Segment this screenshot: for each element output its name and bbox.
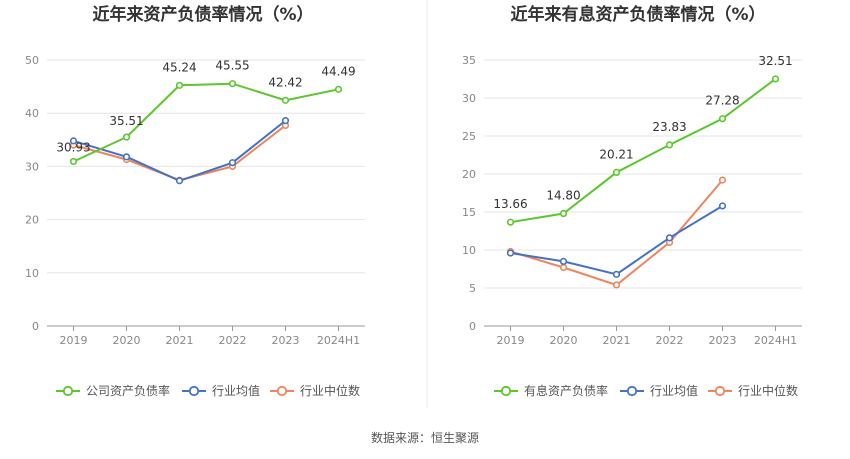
data-label: 14.80 <box>546 189 580 203</box>
data-label: 27.28 <box>705 94 739 108</box>
data-point <box>281 96 290 104</box>
data-point <box>612 270 621 278</box>
data-point <box>665 234 674 242</box>
legend-label: 行业均值 <box>212 383 260 398</box>
x-tick-label: 2024H1 <box>754 334 797 347</box>
legend-swatch-marker <box>62 385 74 397</box>
chart-debt-ratio: 近年来资产负债率情况（%） 0 10 20 30 40 50 2019 2020 2021 2022… <box>25 4 365 398</box>
series-line-2 <box>73 124 287 182</box>
data-point <box>69 157 78 166</box>
y-tick-label: 20 <box>25 214 39 227</box>
data-point <box>612 168 621 177</box>
x-tick-label: 2024H1 <box>317 334 360 347</box>
series-line-0 <box>73 82 339 163</box>
data-point <box>122 153 131 161</box>
data-point <box>718 176 727 184</box>
y-tick-label: 35 <box>462 54 476 67</box>
y-tick-label: 25 <box>462 130 476 143</box>
legend-swatch-marker <box>276 385 288 397</box>
series-line-2 <box>510 179 724 287</box>
y-tick-label: 30 <box>462 92 476 105</box>
data-point <box>228 159 237 167</box>
data-label: 44.49 <box>321 64 355 78</box>
x-tick-label: 2023 <box>272 334 300 347</box>
data-label: 32.51 <box>758 54 792 68</box>
data-point <box>559 257 568 266</box>
data-label: 45.55 <box>215 59 249 73</box>
x-tick-label: 2022 <box>656 334 684 347</box>
data-point <box>506 249 515 257</box>
x-tick-label: 2020 <box>550 334 578 347</box>
data-label: 23.83 <box>652 120 686 134</box>
data-point <box>122 133 131 141</box>
legend-label: 行业中位数 <box>738 383 798 398</box>
x-tick-label: 2020 <box>113 334 141 347</box>
y-tick-label: 40 <box>25 107 39 120</box>
data-label: 30.93 <box>56 140 90 154</box>
data-point <box>559 209 568 218</box>
legend-label: 行业均值 <box>650 383 698 398</box>
legend-swatch-marker <box>714 385 726 397</box>
y-tick-label: 10 <box>462 244 476 257</box>
y-tick-label: 30 <box>25 160 39 173</box>
data-label: 45.24 <box>162 60 196 74</box>
data-source: 数据来源：恒生聚源 <box>371 430 479 445</box>
legend-label: 公司资产负债率 <box>86 383 170 398</box>
data-point <box>718 115 727 123</box>
x-tick-label: 2021 <box>166 334 194 347</box>
data-point <box>69 137 78 145</box>
data-point <box>228 80 237 88</box>
data-label: 13.66 <box>493 197 527 211</box>
chart-title: 近年来资产负债率情况（%） <box>92 4 313 25</box>
legend-swatch-marker <box>500 385 512 397</box>
data-label: 35.51 <box>109 114 143 128</box>
y-tick-label: 15 <box>462 206 476 219</box>
data-point <box>334 85 343 93</box>
x-tick-label: 2019 <box>60 334 88 347</box>
data-point <box>612 281 621 289</box>
data-point <box>175 81 184 89</box>
y-tick-label: 10 <box>25 267 39 280</box>
y-tick-label: 20 <box>462 168 476 181</box>
data-label: 20.21 <box>599 147 633 161</box>
legend-label: 行业中位数 <box>300 383 360 398</box>
y-tick-label: 5 <box>469 282 476 295</box>
data-point <box>559 263 568 272</box>
chart-interest-debt-ratio: 近年来有息资产负债率情况（%） 0 5 10 15 20 25 30 35 2019 2020 202… <box>462 4 802 398</box>
data-point <box>506 218 515 226</box>
data-point <box>175 177 184 185</box>
chart-title: 近年来有息资产负债率情况（%） <box>510 4 765 25</box>
legend-swatch-marker <box>188 385 200 397</box>
data-point <box>771 75 780 83</box>
legend-swatch-marker <box>626 385 638 397</box>
legend-label: 有息资产负债率 <box>524 383 608 398</box>
series-line-0 <box>510 78 777 224</box>
data-point <box>281 117 290 125</box>
y-tick-label: 0 <box>32 320 39 333</box>
y-tick-label: 0 <box>469 320 476 333</box>
x-tick-label: 2019 <box>497 334 525 347</box>
y-tick-label: 50 <box>25 54 39 67</box>
data-point <box>718 202 727 210</box>
x-tick-label: 2021 <box>603 334 631 347</box>
data-label: 42.42 <box>268 75 302 89</box>
x-tick-label: 2023 <box>709 334 737 347</box>
x-tick-label: 2022 <box>219 334 247 347</box>
data-point <box>665 141 674 149</box>
